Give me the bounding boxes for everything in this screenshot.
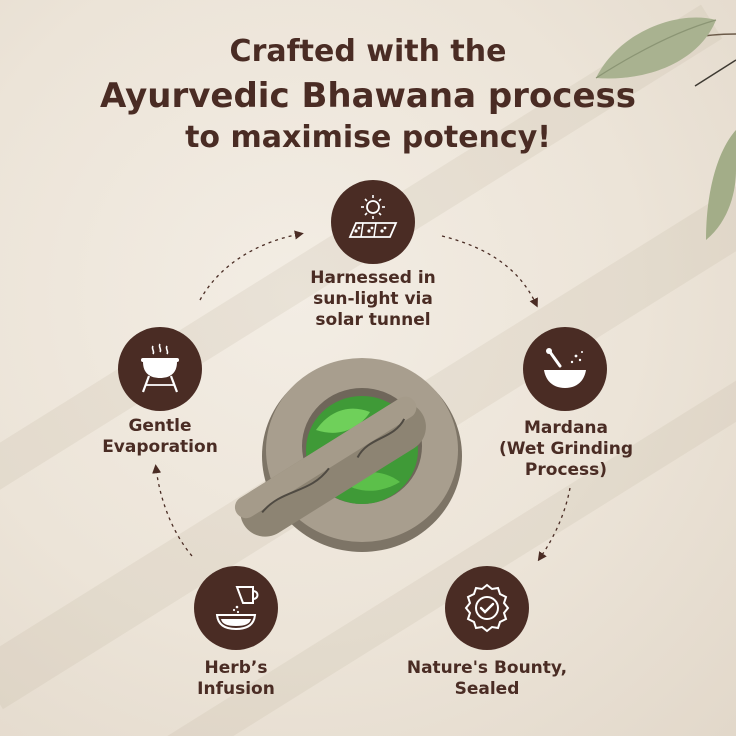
step-label-seal: Nature's Bounty, Sealed [406, 658, 568, 699]
headline-line-1: Crafted with the [229, 34, 507, 69]
step-label-infusion: Herb’s Infusion [197, 658, 275, 699]
step-badge-seal [445, 566, 529, 650]
seal-check-icon [464, 583, 510, 633]
step-badge-evaporation [118, 327, 202, 411]
headline-line-2: Ayurvedic Bhawana process [100, 76, 636, 116]
evaporation-pot-icon [141, 343, 179, 393]
step-label-evaporation: Gentle Evaporation [102, 416, 218, 457]
mortar-bowl-icon [544, 348, 586, 388]
headline-line-3: to maximise potency! [185, 120, 551, 155]
pour-jug-icon [215, 586, 259, 631]
step-badge-infusion [194, 566, 278, 650]
step-label-solar: Harnessed in sun-light via solar tunnel [310, 268, 436, 330]
step-label-mardana: Mardana (Wet Grinding Process) [498, 418, 634, 480]
step-badge-solar [331, 180, 415, 264]
solar-tunnel-icon [348, 195, 398, 238]
step-badge-mardana [523, 327, 607, 411]
